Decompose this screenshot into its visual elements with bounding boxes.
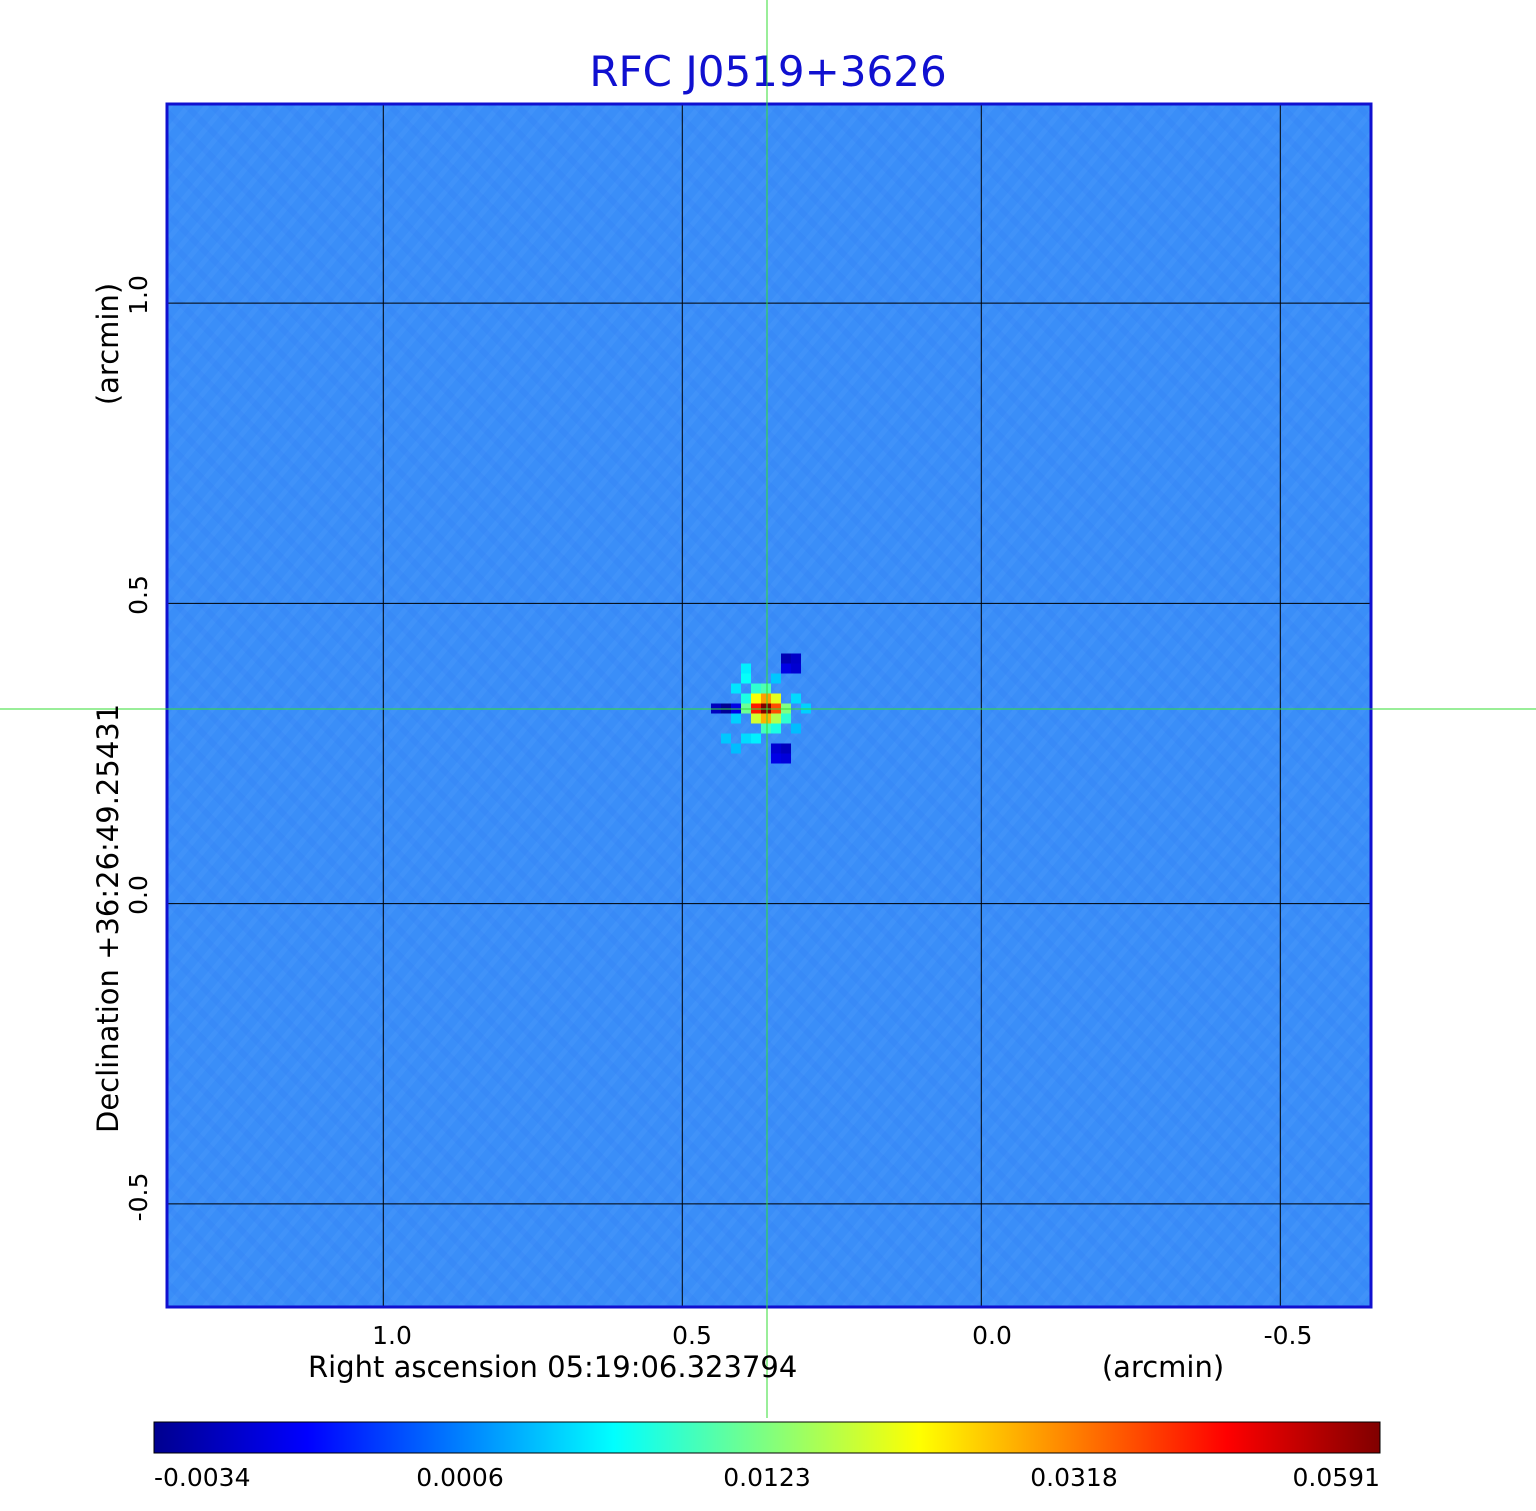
- source-pixel: [741, 733, 752, 744]
- x-tick-label: -0.5: [1264, 1321, 1313, 1350]
- source-pixel: [771, 723, 782, 734]
- x-tick-label: 0.0: [972, 1321, 1012, 1350]
- source-pixel: [741, 663, 752, 674]
- source-pixel: [771, 693, 782, 704]
- source-pixel: [731, 713, 742, 724]
- x-tick-label: 0.5: [672, 1321, 712, 1350]
- source-pixel: [781, 753, 792, 764]
- source-pixel: [771, 753, 782, 764]
- source-pixel: [791, 653, 802, 664]
- source-pixel: [791, 663, 802, 674]
- colorbar-tick-label: 0.0591: [1293, 1463, 1380, 1492]
- source-pixel: [731, 743, 742, 754]
- x-tick-label: 1.0: [372, 1321, 412, 1350]
- source-pixel: [791, 693, 802, 704]
- y-tick-labels: 1.0 0.5 0.0 -0.5: [124, 275, 153, 1221]
- source-pixel: [771, 743, 782, 754]
- source-pixel: [731, 683, 742, 694]
- source-pixel: [771, 673, 782, 684]
- colorbar-tick-label: 0.0006: [416, 1463, 503, 1492]
- x-axis-label: Right ascension 05:19:06.323794: [308, 1350, 797, 1384]
- source-pixel: [791, 723, 802, 734]
- x-axis-unit: (arcmin): [1102, 1350, 1224, 1384]
- source-pixel: [771, 713, 782, 724]
- colorbar-tick-label: 0.0318: [1030, 1463, 1117, 1492]
- chart-title: RFC J0519+3626: [589, 47, 946, 96]
- plot-frame: [165, 102, 1373, 1309]
- colorbar-tick-label: -0.0034: [154, 1463, 251, 1492]
- y-tick-label: 1.0: [124, 275, 153, 315]
- y-axis-label: Declination +36:26:49.25431: [91, 704, 125, 1133]
- source-pixel: [761, 723, 772, 734]
- source-pixel: [741, 693, 752, 704]
- colorbar-tick-label: 0.0123: [723, 1463, 810, 1492]
- y-tick-label: 0.0: [124, 875, 153, 915]
- source-pixel: [721, 733, 732, 744]
- source-pixel: [781, 743, 792, 754]
- colorbar: -0.0034 0.0006 0.0123 0.0318 0.0591: [153, 1421, 1381, 1492]
- source-pixel: [751, 733, 762, 744]
- grid-lines: [168, 105, 1370, 1306]
- source-pixel: [781, 663, 792, 674]
- source-pixel: [761, 693, 772, 704]
- y-axis-unit: (arcmin): [91, 283, 125, 405]
- y-tick-label: -0.5: [124, 1173, 153, 1222]
- source-pixel: [781, 653, 792, 664]
- source-pixel: [781, 713, 792, 724]
- source-pixel: [741, 673, 752, 684]
- source-pixel: [751, 713, 762, 724]
- source-pixel: [751, 693, 762, 704]
- colorbar-gradient: [153, 1421, 1381, 1454]
- source-pixel: [761, 683, 772, 694]
- source-pixel: [751, 683, 762, 694]
- x-tick-labels: 1.0 0.5 0.0 -0.5: [372, 1321, 1312, 1350]
- y-tick-label: 0.5: [124, 575, 153, 615]
- map-image: [168, 105, 1370, 1306]
- source-pixel: [761, 713, 772, 724]
